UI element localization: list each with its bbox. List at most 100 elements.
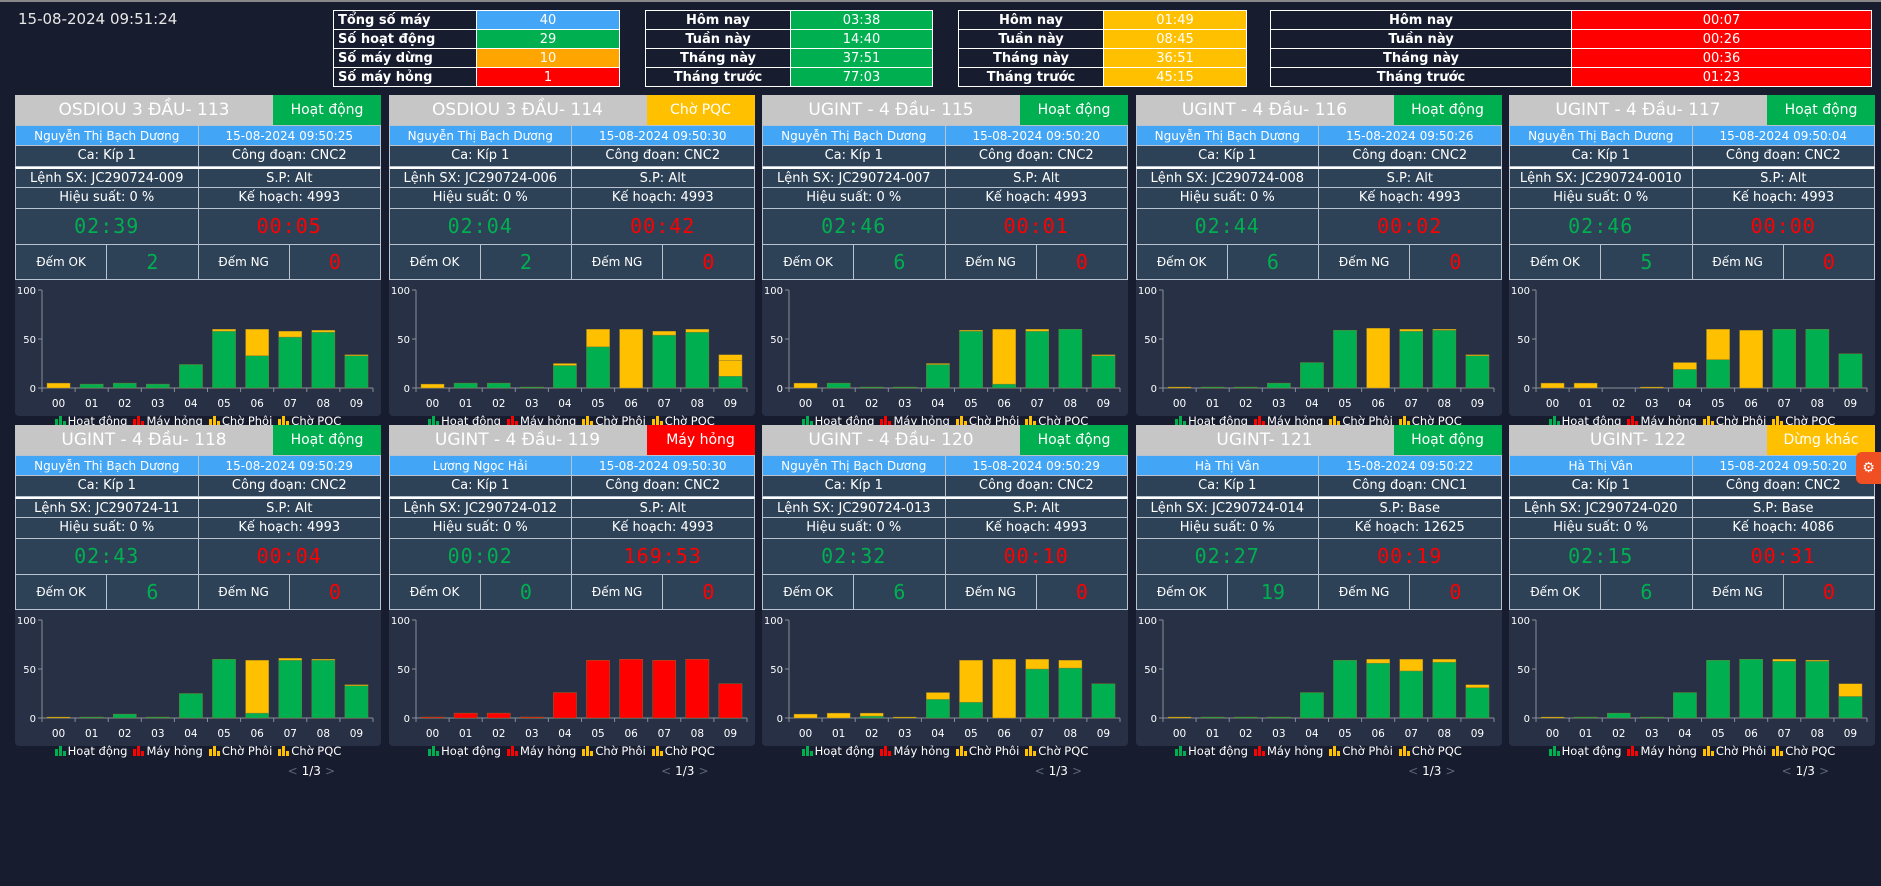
bar-segment[interactable] — [1465, 684, 1489, 688]
bar-segment[interactable] — [46, 716, 71, 719]
bar-segment[interactable] — [245, 329, 269, 356]
bar-segment[interactable] — [893, 716, 917, 719]
legend-item[interactable]: Máy hỏng — [1627, 414, 1697, 428]
bar-segment[interactable] — [1465, 355, 1489, 389]
bar-segment[interactable] — [552, 365, 577, 389]
bar-segment[interactable] — [344, 685, 369, 719]
legend-item[interactable]: Hoạt động — [54, 414, 127, 428]
legend-item[interactable]: Hoạt động — [428, 414, 501, 428]
bar-segment[interactable] — [992, 659, 1016, 719]
bar-segment[interactable] — [1706, 329, 1730, 360]
prev-page-button[interactable]: < — [661, 764, 672, 778]
bar-segment[interactable] — [212, 329, 236, 332]
legend-item[interactable]: Chờ Phôi — [955, 414, 1019, 428]
bar-segment[interactable] — [519, 716, 544, 719]
legend-item[interactable]: Chờ PQC — [651, 744, 715, 758]
bar-segment[interactable] — [959, 659, 983, 703]
bar-segment[interactable] — [1739, 659, 1763, 719]
bar-segment[interactable] — [1266, 716, 1291, 719]
legend-item[interactable]: Hoạt động — [801, 744, 874, 758]
bar-segment[interactable] — [146, 716, 170, 719]
bar-segment[interactable] — [212, 659, 236, 719]
bar-segment[interactable] — [585, 329, 610, 348]
bar-segment[interactable] — [1398, 330, 1423, 389]
bar-segment[interactable] — [1398, 670, 1423, 719]
bar-segment[interactable] — [245, 355, 269, 389]
bar-segment[interactable] — [552, 692, 577, 719]
bar-segment[interactable] — [1465, 354, 1489, 356]
bar-segment[interactable] — [859, 386, 884, 389]
legend-item[interactable]: Chờ Phôi — [1702, 414, 1766, 428]
bar-segment[interactable] — [651, 659, 676, 719]
machine-card[interactable]: UGINT- 122 Dừng khác Hà Thị Vân 15-08-20… — [1509, 425, 1875, 778]
bar-segment[interactable] — [685, 659, 709, 719]
bar-segment[interactable] — [1200, 386, 1224, 389]
bar-segment[interactable] — [420, 716, 444, 719]
legend-item[interactable]: Hoạt động — [1175, 414, 1248, 428]
bar-segment[interactable] — [1365, 328, 1390, 389]
legend-item[interactable]: Máy hỏng — [880, 414, 950, 428]
bar-segment[interactable] — [959, 329, 983, 332]
bar-segment[interactable] — [585, 659, 610, 719]
bar-segment[interactable] — [212, 330, 236, 389]
bar-segment[interactable] — [1432, 329, 1456, 331]
bar-segment[interactable] — [179, 693, 203, 719]
next-page-button[interactable]: > — [1445, 764, 1456, 778]
bar-segment[interactable] — [1673, 369, 1697, 389]
bar-segment[interactable] — [146, 383, 170, 389]
machine-card[interactable]: UGINT - 4 Đầu- 115 Hoạt động Nguyễn Thị … — [762, 95, 1128, 448]
bar-segment[interactable] — [859, 715, 884, 719]
settings-button[interactable]: ⚙ — [1856, 452, 1881, 484]
bar-segment[interactable] — [1772, 660, 1797, 719]
bar-segment[interactable] — [826, 712, 851, 719]
bar-segment[interactable] — [1398, 329, 1423, 332]
bar-segment[interactable] — [959, 702, 983, 719]
legend-item[interactable]: Chờ PQC — [1025, 744, 1088, 758]
next-page-button[interactable]: > — [698, 764, 709, 778]
bar-segment[interactable] — [1058, 329, 1083, 389]
bar-segment[interactable] — [826, 382, 851, 389]
bar-segment[interactable] — [793, 382, 818, 389]
machine-card[interactable]: UGINT - 4 Đầu- 116 Hoạt động Nguyễn Thị … — [1135, 95, 1502, 448]
bar-segment[interactable] — [1091, 355, 1116, 389]
bar-segment[interactable] — [1299, 692, 1324, 719]
bar-segment[interactable] — [344, 354, 369, 356]
legend-item[interactable]: Chờ Phôi — [1329, 744, 1393, 758]
legend-item[interactable]: Chờ PQC — [1772, 414, 1835, 428]
bar-segment[interactable] — [1432, 659, 1456, 663]
prev-page-button[interactable]: < — [1034, 764, 1045, 778]
bar-segment[interactable] — [893, 386, 917, 389]
bar-segment[interactable] — [344, 355, 369, 389]
bar-segment[interactable] — [1540, 716, 1565, 719]
bar-segment[interactable] — [1091, 354, 1116, 356]
bar-segment[interactable] — [1398, 659, 1423, 672]
bar-segment[interactable] — [1706, 359, 1730, 389]
machine-card[interactable]: UGINT - 4 Đầu- 118 Hoạt động Nguyễn Thị … — [15, 425, 381, 778]
legend-item[interactable]: Chờ PQC — [1398, 414, 1462, 428]
bar-segment[interactable] — [486, 712, 511, 719]
bar-segment[interactable] — [453, 712, 477, 719]
legend-item[interactable]: Chờ PQC — [278, 414, 341, 428]
bar-segment[interactable] — [1432, 329, 1456, 389]
bar-segment[interactable] — [1640, 386, 1664, 389]
bar-segment[interactable] — [1025, 668, 1050, 719]
legend-item[interactable]: Chờ PQC — [1398, 744, 1462, 758]
bar-segment[interactable] — [79, 383, 104, 389]
legend-item[interactable]: Chờ PQC — [651, 414, 715, 428]
bar-segment[interactable] — [1739, 329, 1763, 389]
legend-item[interactable]: Máy hỏng — [1253, 744, 1323, 758]
prev-page-button[interactable]: < — [1781, 764, 1792, 778]
bar-segment[interactable] — [685, 329, 709, 333]
bar-segment[interactable] — [685, 331, 709, 389]
bar-segment[interactable] — [420, 383, 444, 389]
legend-item[interactable]: Chờ Phôi — [208, 744, 272, 758]
bar-segment[interactable] — [618, 329, 643, 389]
legend-item[interactable]: Hoạt động — [1175, 744, 1248, 758]
bar-segment[interactable] — [79, 716, 104, 719]
legend-item[interactable]: Máy hỏng — [133, 744, 203, 758]
bar-segment[interactable] — [1025, 329, 1050, 332]
machine-card[interactable]: UGINT - 4 Đầu- 120 Hoạt động Nguyễn Thị … — [762, 425, 1128, 778]
bar-segment[interactable] — [1266, 382, 1291, 389]
bar-segment[interactable] — [585, 346, 610, 389]
bar-segment[interactable] — [1706, 659, 1730, 719]
